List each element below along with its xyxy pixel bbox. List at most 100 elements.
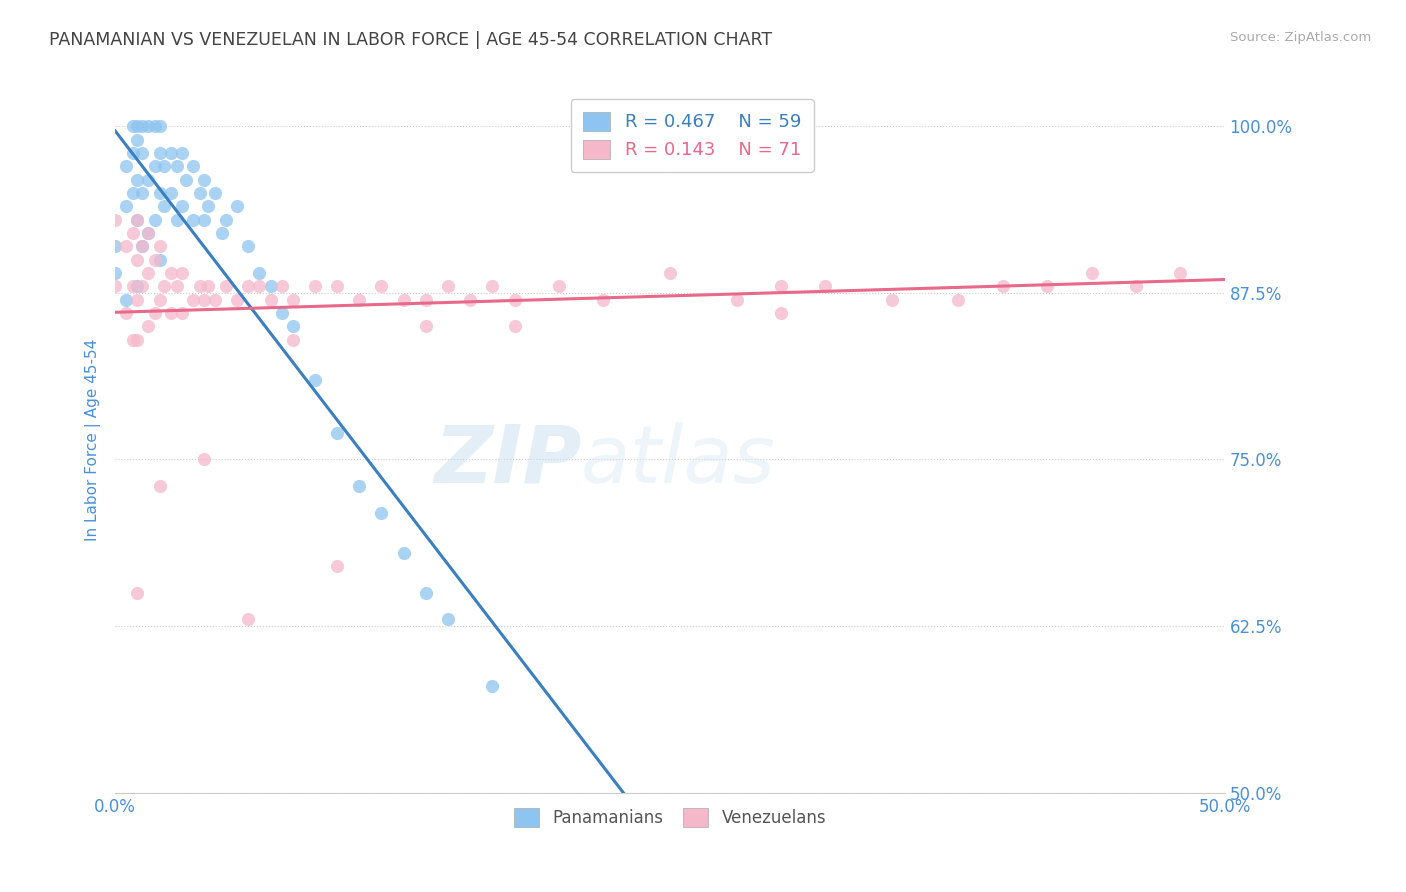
Point <box>174 172 197 186</box>
Point <box>349 479 371 493</box>
Point <box>481 279 503 293</box>
Point <box>181 212 204 227</box>
Point <box>238 612 260 626</box>
Point <box>153 159 176 173</box>
Text: PANAMANIAN VS VENEZUELAN IN LABOR FORCE | AGE 45-54 CORRELATION CHART: PANAMANIAN VS VENEZUELAN IN LABOR FORCE … <box>49 31 772 49</box>
Point <box>127 279 149 293</box>
Point <box>138 120 160 134</box>
Text: Source: ZipAtlas.com: Source: ZipAtlas.com <box>1230 31 1371 45</box>
Point <box>153 199 176 213</box>
Point <box>115 199 138 213</box>
Point <box>188 279 211 293</box>
Point <box>370 279 392 293</box>
Point <box>304 279 326 293</box>
Text: ZIP: ZIP <box>434 422 581 500</box>
Point <box>991 279 1014 293</box>
Point <box>143 252 166 267</box>
Point <box>138 319 160 334</box>
Point <box>270 306 292 320</box>
Point <box>131 186 153 200</box>
Point <box>193 293 215 307</box>
Point <box>131 239 153 253</box>
Legend: Panamanians, Venezuelans: Panamanians, Venezuelans <box>508 802 832 834</box>
Point <box>131 239 153 253</box>
Point <box>181 293 204 307</box>
Point <box>170 199 193 213</box>
Point <box>204 186 226 200</box>
Point <box>270 279 292 293</box>
Point <box>458 293 481 307</box>
Point <box>814 279 837 293</box>
Point <box>159 146 181 161</box>
Point <box>281 333 304 347</box>
Point <box>226 199 249 213</box>
Point <box>193 452 215 467</box>
Point <box>122 120 145 134</box>
Point <box>143 212 166 227</box>
Point <box>127 133 149 147</box>
Point <box>159 186 181 200</box>
Point <box>238 239 260 253</box>
Point <box>548 279 571 293</box>
Point <box>326 559 349 574</box>
Point <box>104 239 127 253</box>
Point <box>281 293 304 307</box>
Point <box>658 266 681 280</box>
Point <box>259 293 281 307</box>
Point <box>148 239 170 253</box>
Point <box>437 279 460 293</box>
Point <box>159 306 181 320</box>
Point <box>259 279 281 293</box>
Point <box>769 279 792 293</box>
Point <box>127 586 149 600</box>
Point <box>138 226 160 240</box>
Point <box>249 266 271 280</box>
Point <box>143 159 166 173</box>
Point <box>127 252 149 267</box>
Point <box>115 239 138 253</box>
Point <box>326 279 349 293</box>
Point <box>725 293 748 307</box>
Point <box>166 159 188 173</box>
Point <box>1036 279 1059 293</box>
Point <box>122 186 145 200</box>
Point <box>238 279 260 293</box>
Point <box>948 293 970 307</box>
Point <box>122 146 145 161</box>
Point <box>1125 279 1147 293</box>
Point <box>138 226 160 240</box>
Point <box>481 679 503 693</box>
Point <box>131 279 153 293</box>
Point <box>349 293 371 307</box>
Point <box>138 266 160 280</box>
Point <box>769 306 792 320</box>
Point <box>104 266 127 280</box>
Point <box>148 186 170 200</box>
Point <box>1170 266 1192 280</box>
Point <box>592 293 614 307</box>
Point <box>104 212 127 227</box>
Point <box>148 120 170 134</box>
Point <box>415 586 437 600</box>
Point <box>131 146 153 161</box>
Point <box>658 159 681 173</box>
Point <box>148 146 170 161</box>
Point <box>131 120 153 134</box>
Point <box>437 612 460 626</box>
Point <box>188 186 211 200</box>
Point <box>197 199 219 213</box>
Point <box>170 266 193 280</box>
Point <box>503 319 526 334</box>
Point <box>153 279 176 293</box>
Point <box>122 333 145 347</box>
Point <box>392 293 415 307</box>
Point <box>127 120 149 134</box>
Point <box>326 425 349 440</box>
Point <box>148 293 170 307</box>
Point <box>166 212 188 227</box>
Point <box>249 279 271 293</box>
Point <box>304 372 326 386</box>
Point <box>503 293 526 307</box>
Point <box>115 306 138 320</box>
Point <box>281 319 304 334</box>
